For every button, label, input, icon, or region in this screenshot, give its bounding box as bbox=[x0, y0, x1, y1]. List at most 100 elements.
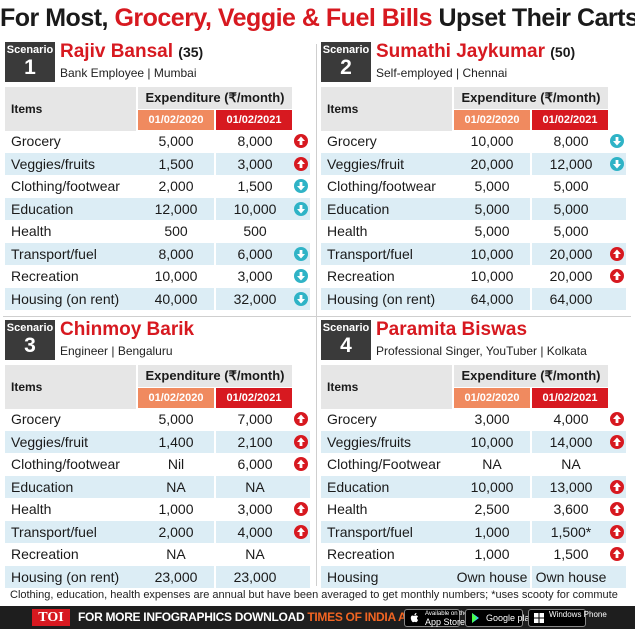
value-2020: 10,000 bbox=[470, 133, 514, 149]
arrow-up-icon bbox=[610, 479, 624, 494]
item-name: Clothing/footwear bbox=[327, 178, 436, 194]
table-row: Veggies/fruits 10,000 14,000 bbox=[321, 430, 626, 453]
title-part-3: Upset Their Carts bbox=[432, 4, 635, 32]
item-name: Transport/fuel bbox=[327, 523, 413, 540]
column-divider bbox=[530, 520, 532, 543]
item-name: Veggies/fruit bbox=[327, 155, 405, 172]
column-divider bbox=[214, 520, 216, 543]
value-2021: 5,000 bbox=[553, 223, 589, 239]
arrow-up-icon bbox=[610, 269, 624, 283]
title-highlight: Grocery, Veggie & Fuel Bills bbox=[114, 4, 433, 32]
value-2020: 5,000 bbox=[158, 411, 194, 427]
google-play-badge[interactable]: Google play bbox=[465, 609, 534, 627]
date-2020-header: 01/02/2020 bbox=[138, 110, 214, 130]
person-name: Rajiv Bansal (35) bbox=[60, 41, 203, 63]
person-name: Sumathi Jaykumar (50) bbox=[376, 41, 575, 63]
column-divider bbox=[530, 408, 532, 431]
person-name-text: Chinmoy Barik bbox=[60, 319, 195, 340]
value-2020: 5,000 bbox=[474, 200, 510, 217]
date-2021-header: 01/02/2021 bbox=[216, 388, 292, 408]
table-row: Grocery 10,000 8,000 bbox=[321, 130, 626, 153]
table-row: Grocery 5,000 8,000 bbox=[5, 130, 310, 153]
item-name: Grocery bbox=[11, 133, 61, 149]
value-2021: 3,600 bbox=[553, 501, 589, 517]
value-2020: 40,000 bbox=[154, 290, 198, 307]
scenario-panel: Scenario 1 Rajiv Bansal (35) Bank Employee … bbox=[3, 40, 314, 312]
person-name-text: Paramita Biswas bbox=[376, 319, 528, 340]
value-2020: 20,000 bbox=[470, 155, 514, 172]
promo-label: FOR MORE INFOGRAPHICS DOWNLOAD bbox=[78, 610, 308, 624]
scenario-label: Scenario bbox=[6, 44, 54, 56]
table-row: Recreation NA NA bbox=[5, 543, 310, 566]
table-row: Clothing/Footwear NA NA bbox=[321, 453, 626, 476]
table-row: Veggies/fruit 1,400 2,100 bbox=[5, 430, 310, 453]
item-name: Grocery bbox=[327, 411, 377, 427]
table-row: Housing (on rent) 40,000 32,000 bbox=[5, 287, 310, 310]
app-store-badge[interactable]: Available on the App Store bbox=[404, 609, 468, 627]
table-row: Housing Own house Own house bbox=[321, 565, 626, 588]
column-divider bbox=[214, 265, 216, 288]
item-name: Housing (on rent) bbox=[327, 290, 436, 307]
scenario-number: 1 bbox=[24, 56, 36, 79]
expenditure-header: Expenditure (₹/month) bbox=[454, 365, 608, 387]
promo-brand: TIMES OF INDIA APP bbox=[307, 610, 422, 624]
item-name: Clothing/footwear bbox=[11, 178, 120, 194]
table-row: Clothing/footwear Nil 6,000 bbox=[5, 453, 310, 476]
item-name: Health bbox=[327, 223, 368, 239]
value-2021: 2,100 bbox=[237, 433, 273, 450]
windows-phone-label: Windows Phone bbox=[549, 610, 607, 619]
value-2021: 14,000 bbox=[549, 433, 593, 450]
value-2021: 1,500* bbox=[550, 523, 592, 540]
date-2020-header: 01/02/2020 bbox=[138, 388, 214, 408]
windows-icon bbox=[534, 613, 544, 623]
scenario-number: 2 bbox=[340, 56, 352, 79]
value-2021: 1,500 bbox=[553, 546, 589, 562]
person-name-text: Rajiv Bansal bbox=[60, 41, 173, 62]
column-divider bbox=[530, 287, 532, 310]
value-2021: NA bbox=[245, 478, 265, 495]
arrow-up-icon bbox=[610, 434, 624, 449]
column-divider bbox=[530, 430, 532, 453]
app-store-small: Available on the bbox=[425, 611, 468, 617]
value-2020: NA bbox=[166, 546, 186, 562]
windows-phone-badge[interactable]: Windows Phone bbox=[528, 609, 607, 627]
arrow-down-icon bbox=[294, 269, 308, 283]
value-2021: Own house bbox=[535, 568, 607, 585]
value-2020: NA bbox=[482, 456, 502, 472]
column-divider bbox=[214, 152, 216, 175]
item-name: Recreation bbox=[327, 268, 395, 284]
value-2020: 5,000 bbox=[474, 178, 510, 194]
column-divider bbox=[530, 242, 532, 265]
arrow-up-icon bbox=[294, 524, 308, 539]
arrow-up-icon bbox=[294, 502, 308, 516]
value-2021: 32,000 bbox=[233, 290, 277, 307]
column-divider bbox=[530, 197, 532, 220]
value-2020: 8,000 bbox=[158, 245, 194, 262]
person-name: Paramita Biswas bbox=[376, 319, 527, 341]
column-divider bbox=[214, 430, 216, 453]
column-divider bbox=[530, 265, 532, 288]
value-2020: 2,000 bbox=[158, 523, 194, 540]
table-row: Grocery 5,000 7,000 bbox=[5, 408, 310, 431]
value-2021: 20,000 bbox=[549, 268, 593, 284]
table-row: Health 2,500 3,600 bbox=[321, 498, 626, 521]
table-row: Health 500 500 bbox=[5, 220, 310, 243]
value-2020: 5,000 bbox=[474, 223, 510, 239]
person-occupation: Bank Employee | Mumbai bbox=[60, 66, 197, 80]
expense-table: Grocery 3,000 4,000 Veggies/fruits 10,000 14,… bbox=[321, 408, 626, 588]
value-2020: 1,500 bbox=[158, 155, 194, 172]
table-row: Transport/fuel 10,000 20,000 bbox=[321, 242, 626, 265]
table-row: Clothing/footwear 2,000 1,500 bbox=[5, 175, 310, 198]
value-2020: 5,000 bbox=[158, 133, 194, 149]
item-name: Clothing/footwear bbox=[11, 456, 120, 472]
value-2021: 500 bbox=[243, 223, 267, 239]
item-name: Recreation bbox=[11, 546, 79, 562]
value-2021: 23,000 bbox=[233, 568, 277, 585]
table-row: Education 10,000 13,000 bbox=[321, 475, 626, 498]
column-divider bbox=[214, 287, 216, 310]
items-header: Items bbox=[321, 87, 452, 131]
item-name: Education bbox=[327, 478, 390, 495]
value-2020: 10,000 bbox=[470, 433, 514, 450]
table-row: Education 5,000 5,000 bbox=[321, 197, 626, 220]
value-2020: NA bbox=[166, 478, 186, 495]
